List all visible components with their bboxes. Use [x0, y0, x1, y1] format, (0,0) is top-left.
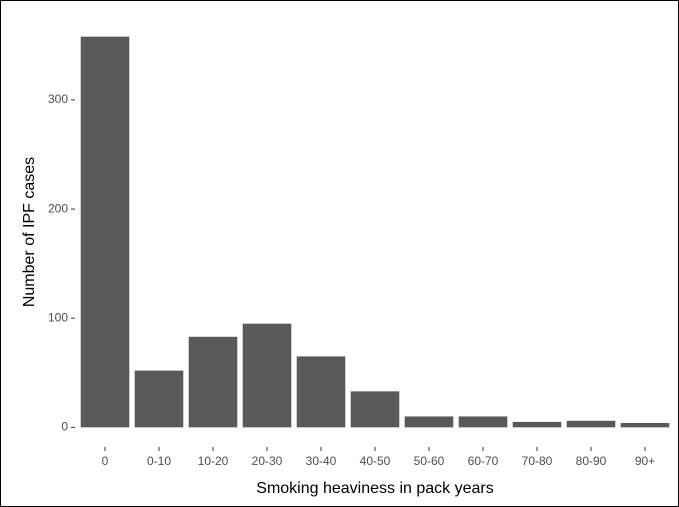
- bar: [458, 416, 508, 428]
- bar: [80, 36, 130, 428]
- x-tick-label: 40-50: [360, 454, 391, 468]
- x-tick-label: 0: [102, 454, 109, 468]
- y-tick-label: 300: [48, 92, 68, 106]
- x-tick-label: 0-10: [147, 454, 171, 468]
- bar: [134, 370, 184, 428]
- x-tick-label: 30-40: [306, 454, 337, 468]
- bar: [512, 421, 562, 428]
- bar: [620, 422, 670, 428]
- x-tick-label: 80-90: [576, 454, 607, 468]
- x-tick-label: 20-30: [252, 454, 283, 468]
- y-tick-label: 200: [48, 201, 68, 215]
- bar: [188, 336, 238, 428]
- y-tick-label: 100: [48, 310, 68, 324]
- bar: [350, 391, 400, 428]
- y-axis-label: Number of IPF cases: [21, 157, 38, 307]
- x-tick-label: 90+: [635, 454, 655, 468]
- x-tick-label: 10-20: [198, 454, 229, 468]
- bar: [566, 420, 616, 428]
- bar: [242, 323, 292, 428]
- x-axis-label: Smoking heaviness in pack years: [256, 480, 493, 497]
- x-tick-label: 60-70: [468, 454, 499, 468]
- x-tick-label: 70-80: [522, 454, 553, 468]
- bar: [404, 416, 454, 428]
- x-tick-label: 50-60: [414, 454, 445, 468]
- y-tick-label: 0: [61, 420, 68, 434]
- bar: [296, 356, 346, 428]
